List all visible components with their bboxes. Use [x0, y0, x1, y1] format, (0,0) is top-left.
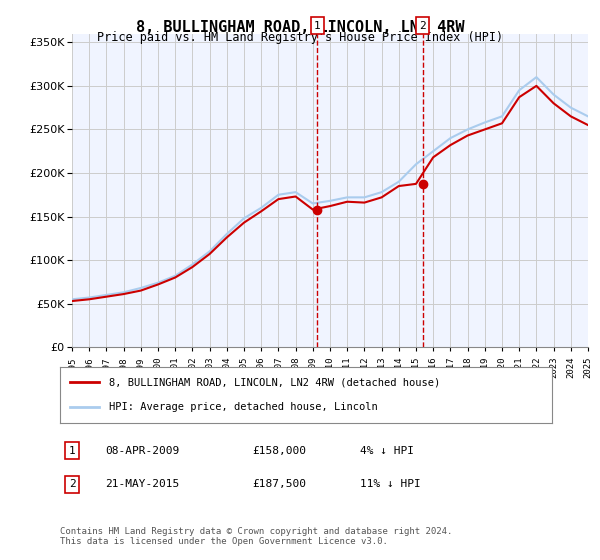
- Text: 8, BULLINGHAM ROAD, LINCOLN, LN2 4RW (detached house): 8, BULLINGHAM ROAD, LINCOLN, LN2 4RW (de…: [109, 377, 440, 388]
- Text: Price paid vs. HM Land Registry's House Price Index (HPI): Price paid vs. HM Land Registry's House …: [97, 31, 503, 44]
- Text: 8, BULLINGHAM ROAD, LINCOLN, LN2 4RW: 8, BULLINGHAM ROAD, LINCOLN, LN2 4RW: [136, 20, 464, 35]
- Text: Contains HM Land Registry data © Crown copyright and database right 2024.
This d: Contains HM Land Registry data © Crown c…: [60, 526, 452, 546]
- Text: 2: 2: [68, 479, 76, 489]
- Text: 11% ↓ HPI: 11% ↓ HPI: [360, 479, 421, 489]
- Text: 08-APR-2009: 08-APR-2009: [105, 446, 179, 456]
- Text: £187,500: £187,500: [252, 479, 306, 489]
- Text: 1: 1: [68, 446, 76, 456]
- Text: 1: 1: [314, 21, 321, 31]
- Text: £158,000: £158,000: [252, 446, 306, 456]
- Text: 21-MAY-2015: 21-MAY-2015: [105, 479, 179, 489]
- Text: HPI: Average price, detached house, Lincoln: HPI: Average price, detached house, Linc…: [109, 402, 378, 412]
- Text: 2: 2: [419, 21, 426, 31]
- Text: 4% ↓ HPI: 4% ↓ HPI: [360, 446, 414, 456]
